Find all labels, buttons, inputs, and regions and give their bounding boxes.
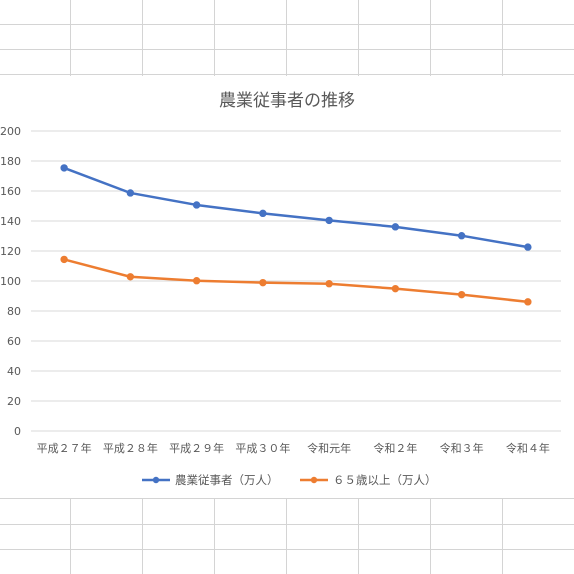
data-point[interactable]: [259, 209, 267, 218]
column-divider: [70, 0, 71, 76]
data-point[interactable]: [325, 280, 333, 288]
column-divider: [430, 0, 431, 76]
data-point[interactable]: [457, 290, 466, 299]
data-point[interactable]: [126, 273, 135, 281]
y-tick-label: 180: [0, 155, 21, 168]
legend-swatch-marker: [310, 476, 318, 484]
data-point[interactable]: [192, 201, 201, 209]
row-divider: [0, 49, 574, 50]
legend-label: ６５歳以上（万人）: [333, 473, 437, 487]
chart-container[interactable]: 農業従事者の推移 0 20 40 60 80 100 120 140 160 180 200 平成２…: [0, 76, 574, 498]
column-divider: [358, 498, 359, 574]
series-layer: [60, 164, 532, 306]
legend: 農業従事者（万人） ６５歳以上（万人）: [142, 473, 437, 487]
x-tick-label: 令和２年: [373, 441, 417, 455]
x-tick-label: 令和３年: [440, 441, 484, 455]
chart-title: 農業従事者の推移: [219, 91, 355, 111]
column-divider: [430, 498, 431, 574]
data-point[interactable]: [524, 298, 532, 306]
row-divider: [0, 549, 574, 550]
column-divider: [214, 0, 215, 76]
y-tick-label: 200: [0, 125, 21, 138]
column-divider: [286, 0, 287, 76]
spreadsheet-grid-bottom: [0, 498, 574, 574]
spreadsheet-grid-top: [0, 0, 574, 76]
data-point[interactable]: [391, 223, 400, 231]
column-divider: [214, 498, 215, 574]
y-tick-label: 40: [7, 365, 21, 378]
y-tick-label: 80: [7, 305, 21, 318]
x-tick-label: 平成２７年: [37, 441, 92, 455]
legend-swatch-marker: [152, 476, 160, 484]
line-chart: 農業従事者の推移 0 20 40 60 80 100 120 140 160 180 200 平成２…: [0, 91, 561, 487]
column-divider: [70, 498, 71, 574]
y-tick-label: 120: [0, 245, 21, 258]
row-divider: [0, 74, 574, 75]
data-point[interactable]: [126, 189, 135, 197]
y-tick-label: 20: [7, 395, 21, 408]
data-point[interactable]: [192, 277, 201, 285]
data-point[interactable]: [259, 278, 267, 287]
row-divider: [0, 498, 574, 499]
column-divider: [358, 0, 359, 76]
x-tick-label: 平成３０年: [235, 441, 290, 455]
y-tick-label: 60: [7, 335, 21, 348]
column-divider: [142, 498, 143, 574]
column-divider: [502, 498, 503, 574]
data-point[interactable]: [457, 232, 466, 240]
y-tick-label: 0: [14, 425, 21, 438]
x-tick-label: 令和４年: [506, 441, 550, 455]
y-axis-labels: 0 20 40 60 80 100 120 140 160 180 200: [0, 125, 21, 438]
y-tick-label: 140: [0, 215, 21, 228]
x-axis-labels: 平成２７年 平成２８年 平成２９年 平成３０年 令和元年 令和２年 令和３年 令和４年: [37, 441, 550, 455]
series-line: [63, 166, 529, 249]
data-point[interactable]: [60, 164, 68, 172]
data-point[interactable]: [391, 284, 400, 293]
data-point[interactable]: [524, 243, 532, 251]
x-tick-label: 平成２８年: [103, 441, 158, 455]
data-point[interactable]: [60, 255, 68, 264]
row-divider: [0, 524, 574, 525]
column-divider: [502, 0, 503, 76]
y-tick-label: 100: [0, 275, 21, 288]
series-line: [63, 258, 529, 304]
column-divider: [286, 498, 287, 574]
x-tick-label: 平成２９年: [169, 441, 224, 455]
y-tick-label: 160: [0, 185, 21, 198]
legend-label: 農業従事者（万人）: [175, 473, 279, 487]
gridlines: [31, 130, 561, 432]
data-point[interactable]: [325, 216, 333, 225]
x-tick-label: 令和元年: [307, 441, 351, 455]
column-divider: [142, 0, 143, 76]
row-divider: [0, 24, 574, 25]
